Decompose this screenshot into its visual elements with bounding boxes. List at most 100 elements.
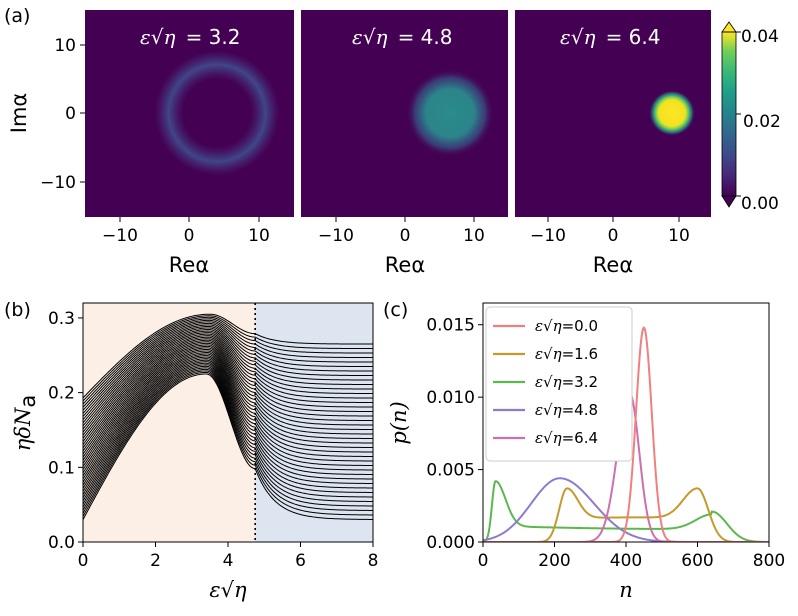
x-tick-label: 10: [248, 226, 270, 246]
x-tick-label: 10: [463, 226, 485, 246]
curve-line: [83, 315, 373, 402]
panel-label-b: (b): [4, 299, 31, 321]
heatmap-1-title-symbol: ε√η: [140, 25, 175, 49]
x-tick-label: 0: [184, 226, 195, 246]
curve-line: [83, 339, 373, 452]
series-line: [483, 477, 769, 542]
curve-line: [83, 348, 373, 470]
x-tick-label: 0: [78, 551, 89, 571]
heatmap-2-title-value: = 4.8: [398, 25, 453, 49]
panel-b-plot: 0 2 4 6 8 0.0 0.1 0.2 0.3 ηδNa ε√η: [11, 302, 378, 602]
x-tick-label: 800: [753, 551, 785, 571]
colorbar: [722, 32, 736, 196]
heatmap-3-title-value: = 6.4: [606, 25, 661, 49]
heatmap-1-x-axis-label: Reα: [169, 253, 209, 277]
y-tick-label: 0.015: [426, 316, 475, 336]
curve-line: [83, 368, 373, 511]
colorbar-ticks: 0.00 0.02 0.04: [736, 27, 781, 214]
heatmap-x-ticks: −10 0 10 −10 0 10 −10 0 10: [102, 217, 690, 246]
colorbar-tick-label: 0.02: [743, 112, 781, 132]
curve-line: [83, 344, 373, 461]
curve-line: [83, 359, 373, 492]
y-tick-label: 0.000: [426, 533, 475, 553]
y-tick-label: 0.1: [48, 458, 75, 478]
y-tick-label: 0.010: [426, 388, 475, 408]
panel-label-a: (a): [4, 5, 30, 27]
curve-line: [83, 352, 373, 477]
x-tick-label: 2: [150, 551, 161, 571]
x-tick-label: 10: [668, 226, 690, 246]
curve-line: [83, 358, 373, 489]
legend-entry: ε√η=0.0: [535, 317, 598, 335]
x-tick-label: 0: [400, 226, 411, 246]
curve-line: [83, 371, 373, 517]
series-line: [483, 326, 769, 542]
series-line: [483, 487, 769, 542]
y-tick-label: 0.005: [426, 461, 475, 481]
legend-entry: ε√η=3.2: [535, 373, 598, 391]
curve-line: [83, 370, 373, 514]
colorbar-min-extension: [721, 195, 737, 208]
curve-line: [83, 330, 373, 433]
heatmap-3-blob: [649, 90, 695, 136]
legend-entry: ε√η=6.4: [535, 429, 598, 447]
curve-line: [83, 361, 373, 495]
curve-line: [83, 313, 373, 399]
legend-entry: ε√η=4.8: [535, 401, 598, 419]
curve-line: [83, 367, 373, 508]
curve-line: [83, 327, 373, 427]
x-tick-label: −10: [102, 226, 138, 246]
curve-line: [83, 324, 373, 421]
curve-line: [83, 333, 373, 439]
x-tick-label: 400: [610, 551, 642, 571]
curve-line: [83, 316, 373, 405]
x-tick-label: 600: [681, 551, 713, 571]
x-axis-label-c: n: [619, 578, 633, 602]
x-tick-label: 0: [478, 551, 489, 571]
curve-line: [83, 341, 373, 455]
curve-line: [83, 365, 373, 505]
y-tick-label: 10: [54, 36, 76, 56]
curve-line: [83, 364, 373, 502]
heatmap-2-x-axis-label: Reα: [385, 253, 425, 277]
svg-text:ε√η = 4.8: ε√η = 4.8: [352, 25, 452, 49]
colorbar-tick-label: 0.00: [741, 194, 779, 214]
axis-ticks-b: 0 2 4 6 8 0.0 0.1 0.2 0.3: [48, 309, 378, 571]
heatmap-y-ticks: 10 0 −10: [40, 36, 85, 193]
heatmap-1-ring: [155, 51, 279, 175]
svg-text:ε√η = 3.2: ε√η = 3.2: [140, 25, 240, 49]
y-axis-label-b: ηδN: [11, 407, 35, 451]
curve-line: [83, 336, 373, 445]
curve-line: [83, 329, 373, 430]
legend: ε√η=0.0 ε√η=1.6 ε√η=3.2 ε√η=4.8 ε√η=6.4: [485, 306, 633, 462]
heatmap-3-x-axis-label: Reα: [593, 253, 633, 277]
y-tick-label: 0.3: [48, 309, 75, 329]
curve-line: [83, 362, 373, 498]
curve-line: [83, 347, 373, 467]
x-axis-label-b: ε√η: [209, 578, 247, 602]
curve-line: [83, 322, 373, 417]
heatmap-3-title-symbol: ε√η: [560, 25, 595, 49]
y-tick-label: −10: [40, 173, 76, 193]
curve-line: [83, 350, 373, 474]
curve-line: [83, 373, 373, 520]
curve-line: [83, 319, 373, 411]
y-tick-label: 0: [65, 104, 76, 124]
heatmap-1-title-value: = 3.2: [186, 25, 241, 49]
y-axis-label-b-subscript: a: [16, 395, 40, 408]
y-tick-label: 0.2: [48, 384, 75, 404]
curve-line: [83, 342, 373, 458]
x-tick-label: 0: [608, 226, 619, 246]
x-tick-label: 200: [538, 551, 570, 571]
curve-line: [83, 355, 373, 483]
curve-line: [83, 318, 373, 408]
heatmap-2-blob: [406, 69, 494, 157]
x-tick-label: 4: [223, 551, 234, 571]
colorbar-tick-label: 0.04: [741, 27, 779, 47]
curve-line: [83, 345, 373, 464]
curve-line: [83, 325, 373, 424]
curve-line: [83, 321, 373, 414]
curve-line: [83, 338, 373, 449]
x-tick-label: 8: [368, 551, 379, 571]
